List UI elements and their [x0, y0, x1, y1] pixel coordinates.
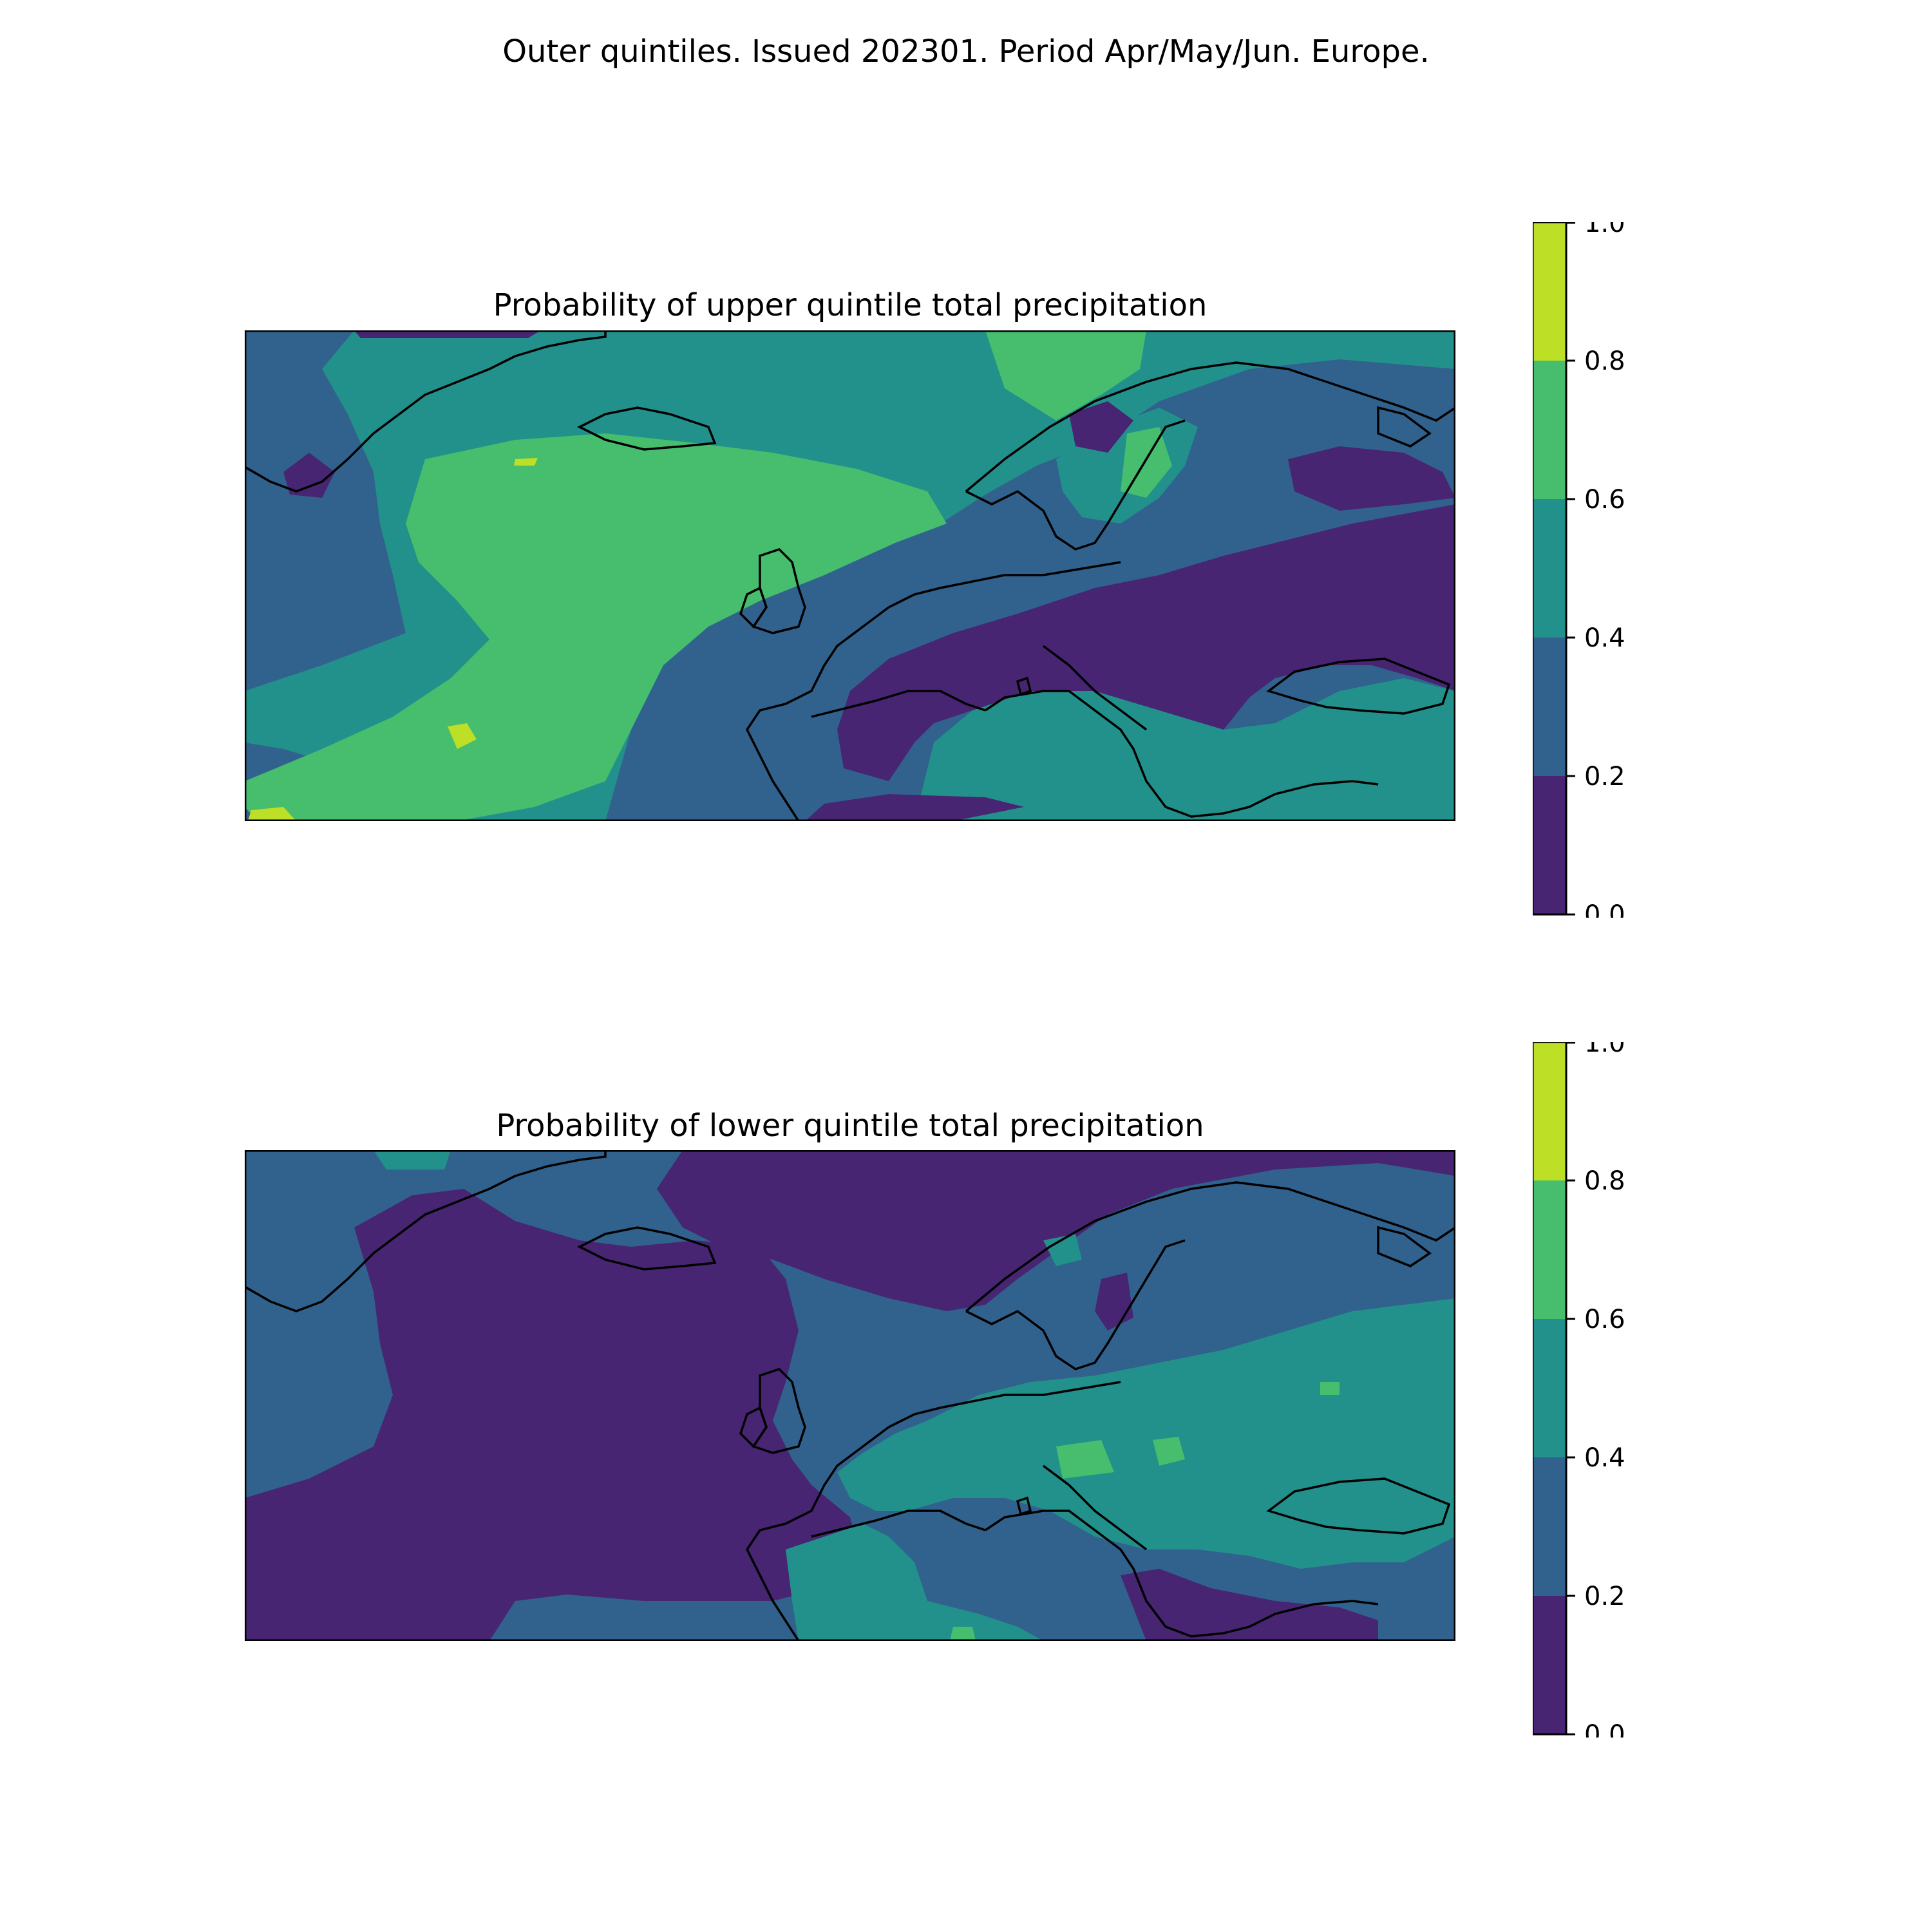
- lower-colorbar: 0.0 0.2 0.4 0.6 0.8 1.0: [1533, 1042, 1625, 1738]
- upper-region-purple-east: [837, 504, 1455, 781]
- lower-region-teal-scandinavia: [1043, 1234, 1082, 1266]
- lower-colorbar-tick-1: 0.2: [1584, 1582, 1625, 1611]
- lower-region-green-2: [1153, 1437, 1185, 1466]
- lower-region-teal-europe: [837, 1298, 1455, 1569]
- lower-colorbar-tick-3: 0.6: [1584, 1305, 1625, 1334]
- upper-colorbar-band-2: [1533, 499, 1566, 638]
- upper-colorbar-tick-5: 1.0: [1584, 222, 1625, 238]
- upper-colorbar-band-1: [1533, 638, 1566, 776]
- upper-region-purple-top: [354, 330, 541, 338]
- lower-colorbar-tick-5: 1.0: [1584, 1042, 1625, 1058]
- upper-coastlines: [245, 330, 1455, 821]
- upper-region-purple-scandinavia: [1069, 401, 1133, 453]
- upper-colorbar-band-4: [1533, 222, 1566, 361]
- lower-map-frame: [245, 1150, 1455, 1641]
- lower-coastlines: [245, 1150, 1455, 1641]
- upper-colorbar-tick-3: 0.6: [1584, 485, 1625, 515]
- upper-region-purple-africa: [805, 794, 1024, 821]
- lower-region-green-1: [1056, 1440, 1114, 1479]
- upper-colorbar: 0.0 0.2 0.4 0.6 0.8 1.0: [1533, 222, 1625, 918]
- upper-region-green-atlantic: [245, 433, 947, 821]
- upper-region-yellow-2: [248, 807, 296, 821]
- lower-colorbar-frame: [1533, 1042, 1567, 1736]
- lower-region-purple-atlantic: [245, 1189, 863, 1641]
- upper-colorbar-band-3: [1533, 361, 1566, 499]
- upper-region-yellow-1: [448, 723, 477, 749]
- lower-colorbar-band-3: [1533, 1180, 1566, 1319]
- upper-colorbar-band-0: [1533, 776, 1566, 914]
- figure-suptitle: Outer quintiles. Issued 202301. Period A…: [502, 33, 1430, 70]
- upper-region-green-norway: [985, 330, 1146, 421]
- upper-region-yellow-3: [514, 458, 538, 466]
- lower-region-green-3: [1320, 1382, 1340, 1395]
- lower-region-purple-north: [657, 1150, 1455, 1311]
- upper-colorbar-tick-4: 0.8: [1584, 346, 1625, 376]
- upper-quintile-map: [245, 330, 1455, 821]
- lower-region-teal-africa: [786, 1524, 1043, 1641]
- upper-colorbar-tick-1: 0.2: [1584, 762, 1625, 791]
- lower-colorbar-tick-0: 0.0: [1584, 1720, 1625, 1738]
- upper-colorbar-tick-2: 0.4: [1584, 623, 1625, 653]
- lower-colorbar-band-4: [1533, 1042, 1566, 1180]
- lower-colorbar-band-0: [1533, 1596, 1566, 1734]
- upper-colorbar-tick-0: 0.0: [1584, 900, 1625, 918]
- lower-region-purple-greece: [1121, 1569, 1378, 1641]
- lower-colorbar-band-1: [1533, 1457, 1566, 1596]
- lower-region-teal-top: [374, 1150, 451, 1170]
- upper-region-purple-greenland: [283, 453, 335, 498]
- lower-quintile-map: [245, 1150, 1455, 1641]
- lower-colorbar-tick-2: 0.4: [1584, 1443, 1625, 1473]
- lower-region-green-4: [950, 1627, 976, 1641]
- lower-colorbar-band-2: [1533, 1319, 1566, 1457]
- upper-region-purple-russia-n: [1288, 446, 1455, 511]
- lower-colorbar-tick-4: 0.8: [1584, 1166, 1625, 1196]
- upper-colorbar-frame: [1533, 222, 1567, 916]
- panel-title-upper: Probability of upper quintile total prec…: [493, 287, 1208, 323]
- panel-title-lower: Probability of lower quintile total prec…: [496, 1108, 1204, 1144]
- upper-region-teal-med: [914, 678, 1455, 821]
- upper-map-frame: [245, 330, 1455, 821]
